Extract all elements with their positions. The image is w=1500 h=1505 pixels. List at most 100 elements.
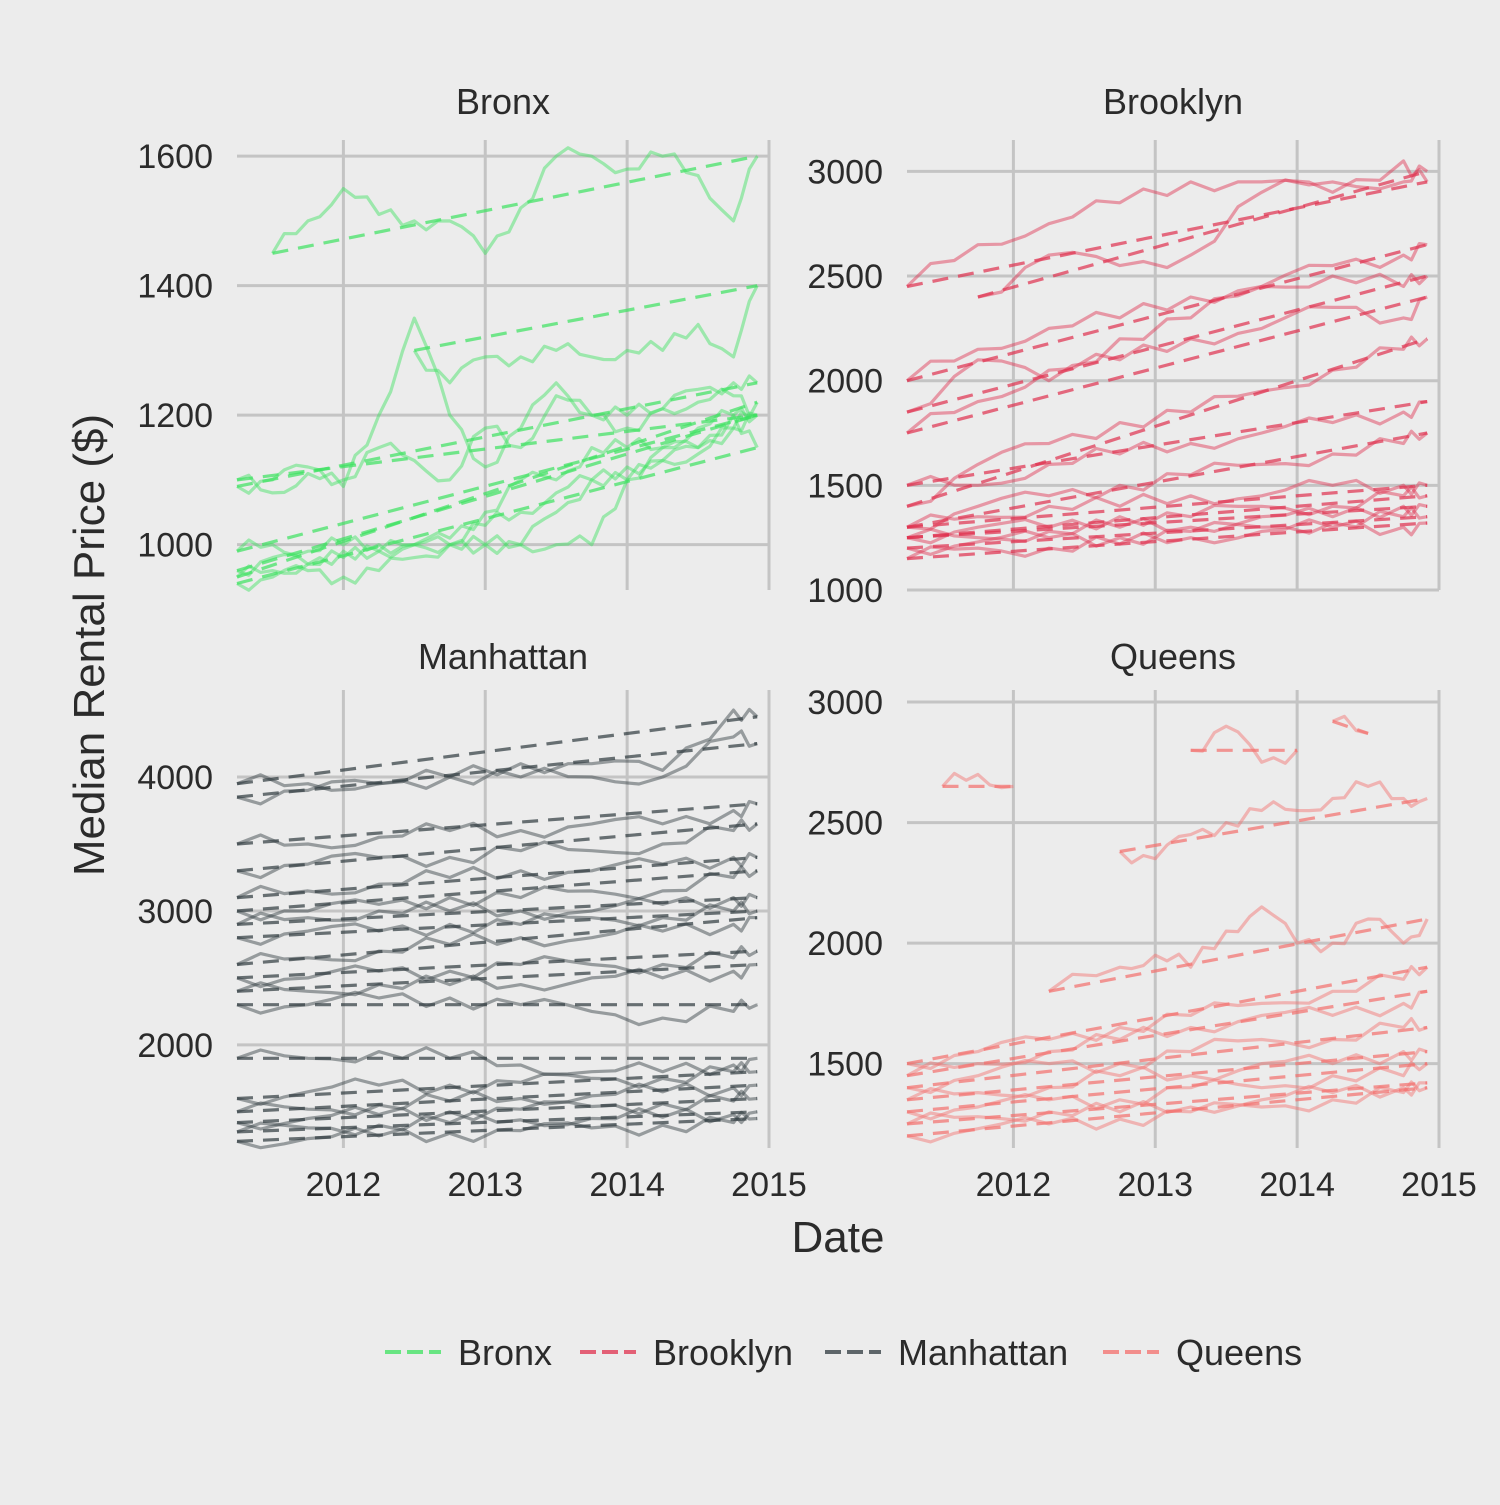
series-line-trend (906, 483, 1428, 529)
chart-panels: Bronx 1000 1200 1400 1600 Brooklyn 1000 1500 200… (137, 81, 1476, 1204)
legend-label: Brooklyn (653, 1332, 793, 1373)
series-line-trend (236, 802, 758, 846)
series-line-observed (906, 506, 1428, 556)
series-line-observed (906, 485, 1428, 545)
series-line-observed (236, 1082, 758, 1117)
panel-title: Brooklyn (1103, 81, 1243, 122)
series-line-observed (906, 503, 1428, 543)
x-axis-title: Date (792, 1213, 885, 1262)
series-line-trend (236, 909, 758, 940)
series-line-observed (236, 900, 758, 946)
series-line-trend (906, 1050, 1428, 1102)
series-line-observed (977, 164, 1429, 299)
y-tick-label: 2000 (807, 925, 883, 963)
series-line-trend (236, 916, 758, 967)
series-line-observed (905, 242, 1428, 382)
series-line-trend (236, 446, 758, 586)
legend-label: Bronx (458, 1332, 552, 1373)
series-line-observed (236, 851, 758, 900)
series-line-trend (236, 822, 758, 873)
y-tick-label: 2000 (137, 1027, 213, 1065)
series-line-trend (906, 515, 1428, 550)
series-line-observed (906, 1047, 1428, 1102)
series-line-observed (236, 707, 759, 792)
x-tick-label: 2013 (1117, 1166, 1193, 1204)
series-line-observed (236, 1061, 758, 1106)
series-line-trend (1332, 719, 1369, 735)
series-line-observed (1047, 905, 1429, 993)
series-line-observed (236, 990, 758, 1027)
y-tick-label: 1200 (137, 397, 213, 435)
series-line-observed (236, 729, 758, 806)
series-line-trend (236, 381, 758, 488)
y-tick-label: 3000 (807, 153, 883, 191)
x-tick-label: 2012 (976, 1166, 1052, 1204)
series-line-observed (906, 518, 1428, 561)
series-line-observed (906, 272, 1429, 414)
series-line-trend (236, 855, 758, 900)
series-line-observed (236, 1046, 758, 1077)
series-line-trend (906, 504, 1428, 540)
series-line-observed (905, 295, 1428, 435)
x-tick-label: 2015 (1401, 1166, 1477, 1204)
series-line-trend (906, 337, 1428, 508)
series-line-trend (236, 742, 758, 799)
y-tick-label: 1000 (807, 572, 883, 610)
y-tick-label: 2500 (807, 258, 883, 296)
series-line-trend (906, 1062, 1428, 1114)
series-line-trend (906, 521, 1428, 561)
x-tick-label: 2015 (731, 1166, 807, 1204)
panel-manhattan: Manhattan 2000 3000 4000 2012 2013 2014 2015 (137, 636, 806, 1204)
panel-title: Manhattan (418, 636, 588, 677)
series-line-observed (906, 1081, 1428, 1126)
series-line-observed (236, 374, 759, 495)
series-line-trend (906, 274, 1428, 414)
y-tick-label: 4000 (137, 759, 213, 797)
x-tick-label: 2012 (306, 1166, 382, 1204)
series-line-trend (236, 1110, 758, 1134)
y-tick-label: 2500 (807, 805, 883, 843)
series-line-observed (236, 1110, 758, 1150)
y-tick-label: 1500 (807, 467, 883, 505)
series-line-trend (906, 494, 1428, 540)
series-line-trend (1048, 917, 1428, 993)
series-line-trend (906, 243, 1428, 383)
y-tick-label: 1500 (807, 1046, 883, 1084)
series-line-observed (236, 945, 758, 989)
series-line-observed (236, 413, 759, 592)
series-line-observed (236, 1089, 758, 1131)
series-line-trend (236, 1083, 758, 1114)
legend: Bronx Brooklyn Manhattan Queens (385, 1332, 1302, 1373)
series-line-trend (906, 431, 1428, 529)
y-tick-label: 1000 (137, 527, 213, 565)
series-line-observed (236, 892, 758, 926)
series-line-observed (236, 915, 758, 966)
series-line-observed (906, 989, 1428, 1078)
series-line-observed (235, 401, 759, 579)
series-line-trend (906, 1086, 1428, 1138)
series-line-observed (236, 799, 758, 850)
series-line-trend (236, 962, 758, 993)
series-line-observed (906, 1017, 1428, 1095)
legend-item-manhattan: Manhattan (825, 1332, 1068, 1373)
series-line-trend (906, 295, 1428, 435)
series-line-trend (906, 400, 1428, 487)
series-line-trend (906, 989, 1428, 1078)
series-line-observed (906, 478, 1428, 529)
series-line-observed (905, 159, 1429, 288)
series-line-observed (236, 962, 758, 997)
series-line-trend (272, 154, 758, 255)
panel-bronx: Bronx 1000 1200 1400 1600 (137, 81, 771, 592)
series-line-trend (236, 400, 758, 579)
series-line-observed (271, 146, 759, 255)
series-line-trend (236, 1096, 758, 1125)
y-tick-label: 1400 (137, 268, 213, 306)
series-line-trend (236, 715, 758, 786)
x-tick-label: 2013 (447, 1166, 523, 1204)
legend-item-queens: Queens (1103, 1332, 1302, 1373)
series-line-trend (906, 965, 1428, 1066)
series-line-trend (236, 896, 758, 926)
legend-label: Queens (1176, 1332, 1302, 1373)
panel-title: Bronx (456, 81, 550, 122)
